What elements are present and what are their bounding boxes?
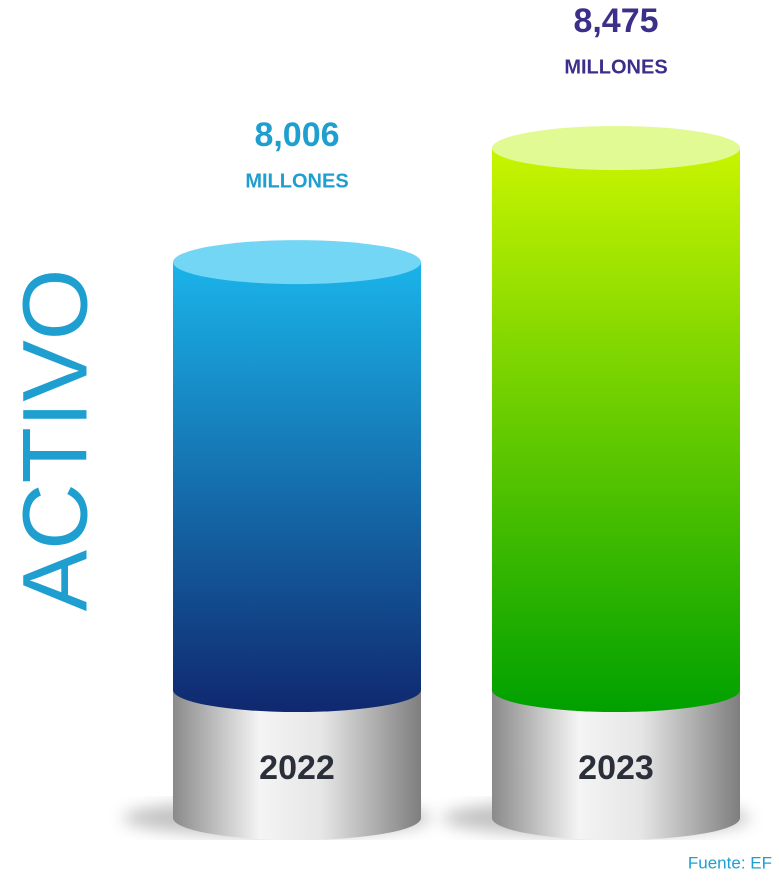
source: Fuente: EF: [688, 853, 772, 872]
axis-title: ACTIVO: [4, 269, 106, 611]
year-label: 2022: [259, 749, 335, 787]
cylinder-top: [173, 240, 421, 284]
unit-label: MILLONES: [245, 170, 348, 192]
cylinder-top: [492, 126, 740, 170]
cylinder: [173, 262, 421, 712]
value-label: 8,475: [573, 2, 658, 40]
unit-label: MILLONES: [564, 56, 667, 78]
year-label: 2023: [578, 749, 654, 787]
cylinder: [492, 148, 740, 712]
value-label: 8,006: [254, 116, 339, 154]
chart: ACTIVO Fuente: EF 2022 8,006 MILLONES 2023 8…: [0, 0, 779, 881]
